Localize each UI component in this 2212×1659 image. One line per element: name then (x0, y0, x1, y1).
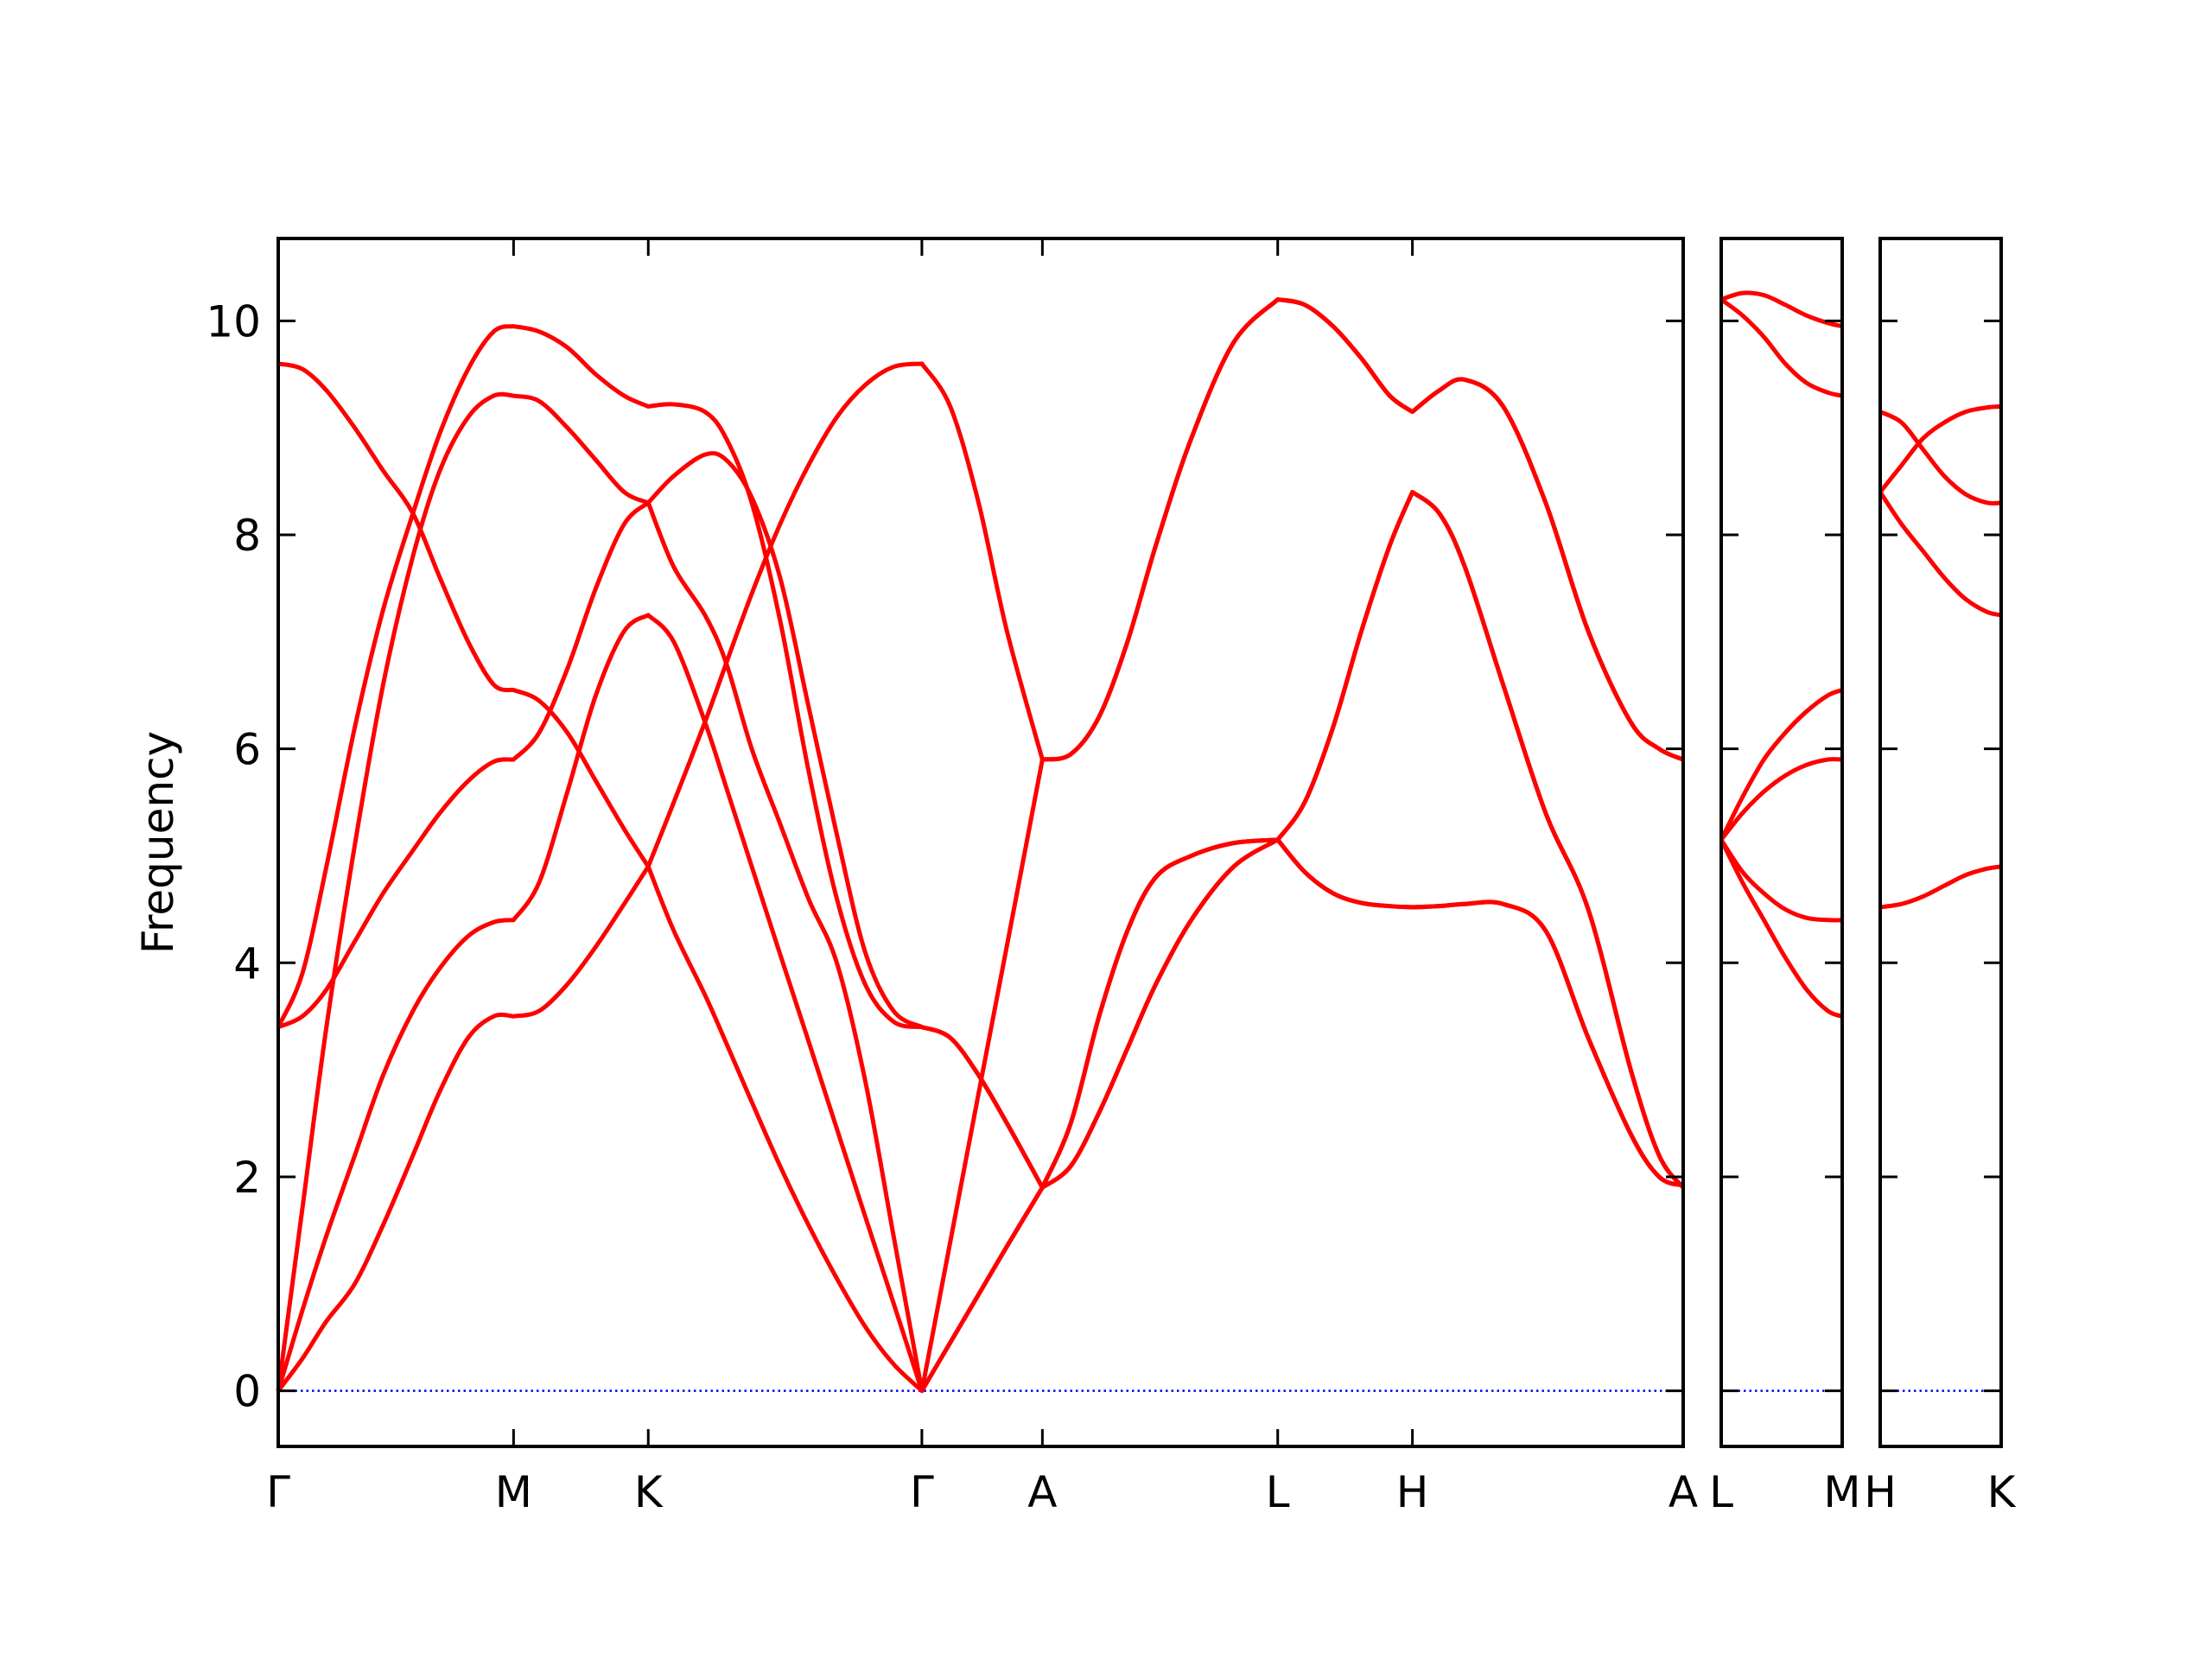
y-axis-label: Frequency (133, 731, 183, 954)
x-tick-label: A (1669, 1467, 1698, 1517)
y-tick-label: 4 (233, 938, 261, 988)
band-line (1719, 757, 1843, 842)
x-tick-label: A (1027, 1467, 1057, 1517)
plot-frame (1878, 237, 2003, 1448)
x-tick-label: K (634, 1467, 664, 1517)
y-tick-label: 0 (233, 1367, 261, 1417)
y-tick-label: 2 (233, 1153, 261, 1203)
x-tick-label: Γ (910, 1467, 934, 1517)
x-tick-label: Γ (266, 1467, 290, 1517)
x-tick-label: K (1987, 1467, 2017, 1517)
band-line (1720, 290, 1843, 328)
y-tick-label: 10 (206, 296, 261, 346)
band-line (1878, 491, 2002, 618)
x-tick-label: H (1396, 1467, 1429, 1517)
plot-frame (1719, 237, 1844, 1448)
y-tick-label: 6 (233, 725, 261, 775)
band-line (1719, 838, 1843, 1019)
band-line (1719, 297, 1843, 398)
band-line (1879, 864, 2002, 910)
x-tick-label: M (495, 1467, 532, 1517)
band-line (1719, 838, 1843, 923)
band-line (1878, 404, 2002, 494)
band-line (276, 297, 1685, 1393)
band-line (1719, 688, 1843, 842)
x-tick-label: M (1823, 1467, 1860, 1517)
band-line (276, 324, 1684, 1190)
band-line (1878, 410, 2002, 506)
band-line (276, 489, 1685, 1394)
plot-frame (276, 237, 1685, 1448)
x-tick-label: L (1709, 1467, 1733, 1517)
x-tick-label: H (1864, 1467, 1897, 1517)
y-tick-label: 8 (233, 511, 261, 561)
x-tick-label: L (1266, 1467, 1290, 1517)
